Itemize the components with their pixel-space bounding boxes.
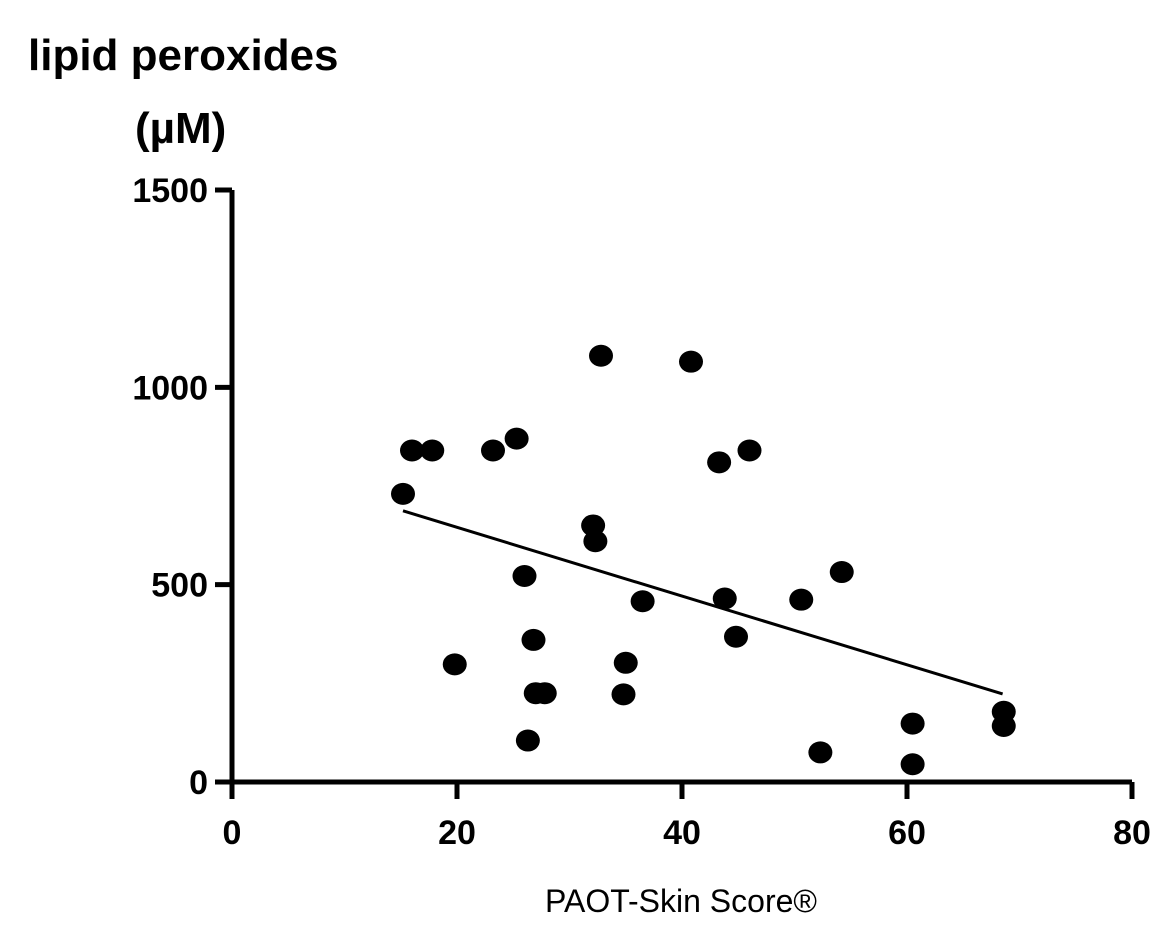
y-tick-label: 1000 [132,369,208,407]
x-axis: 0 20 40 60 80 [223,779,1151,852]
data-point [420,439,445,462]
data-point [481,439,505,462]
data-point [737,439,762,462]
data-point [512,564,537,587]
x-tick-label: 60 [888,814,926,852]
x-tick-label: 20 [438,814,476,852]
data-point [611,683,636,706]
data-point [829,561,854,584]
y-tick-label: 500 [151,567,208,605]
data-point [900,753,925,776]
data-point [532,682,557,705]
regression-line [402,509,1004,696]
data-point [391,482,415,505]
data-point [789,588,814,611]
data-point [613,651,638,674]
data-point [442,653,467,676]
y-axis: 0 500 1000 1500 [132,172,235,802]
data-point [583,530,608,553]
data-point [724,625,748,648]
data-point [504,427,529,450]
x-tick-label: 0 [223,814,242,852]
data-point [630,590,655,613]
data-point [707,451,732,474]
data-point [400,439,424,462]
y-axis-label-line1: lipid peroxides [28,31,339,80]
y-tick-label: 0 [189,764,208,802]
data-point [521,628,546,651]
data-point [900,712,925,735]
y-axis-label-line2: (µM) [135,104,226,153]
x-tick-label: 80 [1113,814,1151,852]
data-point [712,587,737,610]
points-group [391,344,1016,776]
data-point [808,741,833,764]
x-axis-label: PAOT-Skin Score® [545,883,817,919]
trendline-group [402,509,1004,696]
data-point [679,350,703,373]
data-point [991,714,1016,737]
x-tick-label: 40 [663,814,701,852]
data-point [515,729,540,752]
y-tick-label: 1500 [132,172,208,210]
data-point [589,344,613,367]
